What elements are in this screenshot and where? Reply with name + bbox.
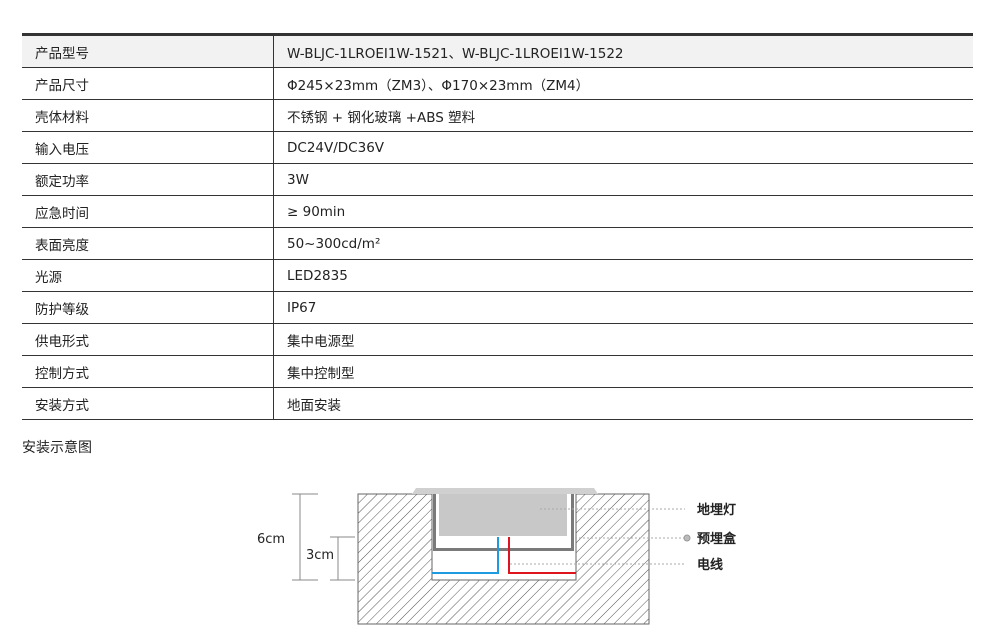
spec-label: 输入电压 xyxy=(22,131,274,164)
spec-label: 额定功率 xyxy=(22,163,274,196)
spec-value: W-BLJC-1LROEI1W-1521、W-BLJC-1LROEI1W-152… xyxy=(273,34,973,68)
spec-row: 光源 LED2835 xyxy=(22,259,973,292)
spec-label: 表面亮度 xyxy=(22,227,274,260)
spec-row: 防护等级 IP67 xyxy=(22,291,973,324)
spec-label: 供电形式 xyxy=(22,323,274,356)
spec-row: 控制方式 集中控制型 xyxy=(22,355,973,388)
spec-value: 集中电源型 xyxy=(273,323,973,356)
spec-value: 地面安装 xyxy=(273,387,973,420)
spec-label: 产品尺寸 xyxy=(22,67,274,100)
dim-total-label: 6cm xyxy=(257,532,285,547)
lamp-body xyxy=(439,494,567,536)
spec-label: 壳体材料 xyxy=(22,99,274,132)
spec-label: 光源 xyxy=(22,259,274,292)
wire-label: 电线 xyxy=(697,557,723,573)
spec-label: 控制方式 xyxy=(22,355,274,388)
spec-label: 安装方式 xyxy=(22,387,274,420)
spec-row: 供电形式 集中电源型 xyxy=(22,323,973,356)
spec-value: 不锈钢 + 钢化玻璃 +ABS 塑料 xyxy=(273,99,973,132)
spec-value: IP67 xyxy=(273,291,973,324)
spec-table: 产品型号 W-BLJC-1LROEI1W-1521、W-BLJC-1LROEI1W… xyxy=(22,33,973,420)
spec-value: LED2835 xyxy=(273,259,973,292)
spec-label: 应急时间 xyxy=(22,195,274,228)
spec-row: 表面亮度 50~300cd/m² xyxy=(22,227,973,260)
box-marker-icon xyxy=(683,534,691,542)
lamp-label: 地埋灯 xyxy=(697,502,736,518)
spec-value: DC24V/DC36V xyxy=(273,131,973,164)
spec-value: 3W xyxy=(273,163,973,196)
spec-label: 产品型号 xyxy=(22,34,274,68)
red-wire xyxy=(508,537,576,574)
spec-row: 额定功率 3W xyxy=(22,163,973,196)
spec-row: 应急时间 ≥ 90min xyxy=(22,195,973,228)
spec-label: 防护等级 xyxy=(22,291,274,324)
spec-value: ≥ 90min xyxy=(273,195,973,228)
lamp-flange xyxy=(412,488,598,494)
spec-value: 50~300cd/m² xyxy=(273,227,973,260)
blue-wire xyxy=(432,537,499,574)
spec-value: Φ245×23mm（ZM3）、Φ170×23mm（ZM4） xyxy=(273,67,973,100)
embedded-box xyxy=(433,494,574,551)
spec-row: 安装方式 地面安装 xyxy=(22,387,973,420)
spec-row: 输入电压 DC24V/DC36V xyxy=(22,131,973,164)
box-label: 预埋盒 xyxy=(697,531,737,547)
spec-row: 产品尺寸 Φ245×23mm（ZM3）、Φ170×23mm（ZM4） xyxy=(22,67,973,100)
dim-half-label: 3cm xyxy=(306,548,334,563)
spec-value: 集中控制型 xyxy=(273,355,973,388)
install-diagram-title: 安装示意图 xyxy=(22,440,92,456)
spec-row: 产品型号 W-BLJC-1LROEI1W-1521、W-BLJC-1LROEI1W… xyxy=(22,34,973,68)
spec-row: 壳体材料 不锈钢 + 钢化玻璃 +ABS 塑料 xyxy=(22,99,973,132)
